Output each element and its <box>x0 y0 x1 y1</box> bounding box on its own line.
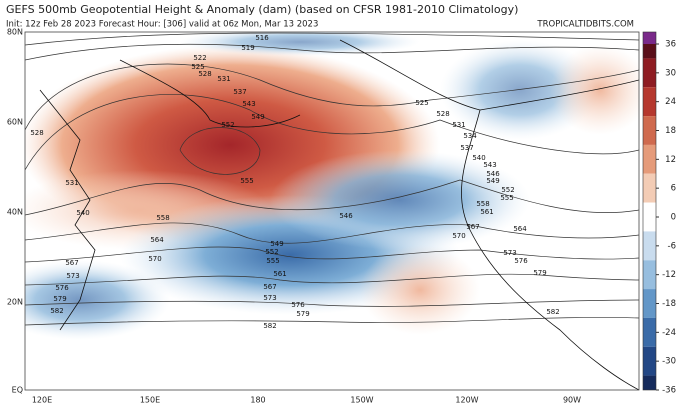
colorbar-label: 12 <box>665 155 676 165</box>
colorbar-swatch <box>643 260 656 290</box>
contour-label: 567 <box>65 259 78 267</box>
colorbar-swatch <box>643 346 656 376</box>
contour-label: 528 <box>198 70 211 78</box>
contour-label: 576 <box>55 284 69 292</box>
contour-label: 528 <box>30 129 43 137</box>
contour-label: 576 <box>514 257 528 265</box>
lon-label: 120E <box>32 396 52 405</box>
colorbar-label: -24 <box>662 328 676 338</box>
lat-label: 40N <box>7 208 23 217</box>
contour-label: 561 <box>273 270 286 278</box>
contour-label: 573 <box>263 294 276 302</box>
lon-label: 150W <box>350 396 373 405</box>
lat-label: 80N <box>7 28 23 37</box>
colorbar-label: 36 <box>665 40 676 50</box>
contour-label: 564 <box>150 236 164 244</box>
contour-label: 525 <box>191 63 204 71</box>
contour-label: 531 <box>452 121 465 129</box>
colorbar-swatch <box>643 289 656 318</box>
colorbar-label: 18 <box>665 126 676 136</box>
source: TROPICALTIDBITS.COM <box>536 20 634 30</box>
contour-label: 555 <box>266 257 279 265</box>
contour-label: 543 <box>242 100 255 108</box>
contour-label: 552 <box>221 121 234 129</box>
contour-label: 558 <box>476 200 489 208</box>
contour-label: 567 <box>263 283 276 291</box>
contour-label: 576 <box>291 301 305 309</box>
lon-label: 90W <box>563 396 581 405</box>
contour-label: 573 <box>503 249 516 257</box>
title: GEFS 500mb Geopotential Height & Anomaly… <box>6 3 518 16</box>
contour-label: 537 <box>460 144 473 152</box>
lat-label: 20N <box>7 298 23 307</box>
colorbar-label: -30 <box>662 357 676 367</box>
contour-label: 528 <box>436 110 449 118</box>
contour-label: 549 <box>270 240 283 248</box>
contour-label: 516 <box>255 34 269 42</box>
contour-label: 561 <box>480 208 493 216</box>
contour-label: 570 <box>148 255 161 263</box>
init-line: Init: 12z Feb 28 2023 Forecast Hour: [30… <box>6 20 318 30</box>
colorbar-swatch <box>643 202 656 232</box>
colorbar-top <box>643 32 656 44</box>
contour-label: 540 <box>76 209 89 217</box>
colorbar-swatch <box>643 116 656 145</box>
contour-label: 546 <box>339 212 353 220</box>
lon-label: 150E <box>140 396 160 405</box>
contour-label: 549 <box>251 113 264 121</box>
contour-label: 579 <box>53 295 66 303</box>
contour-label: 552 <box>501 186 514 194</box>
colorbar-swatch <box>643 173 656 203</box>
contour-label: 531 <box>217 75 230 83</box>
contour-label: 537 <box>233 88 246 96</box>
colorbar-frame <box>642 31 657 391</box>
contour-label: 582 <box>263 322 276 330</box>
contour-label: 555 <box>240 177 253 185</box>
colorbar-swatch <box>643 231 656 261</box>
contour-label: 525 <box>415 99 428 107</box>
map-frame <box>24 31 640 391</box>
lon-label: 120W <box>455 396 478 405</box>
contour-label: 558 <box>156 214 169 222</box>
contour-label: 531 <box>65 179 78 187</box>
contour-label: 549 <box>486 177 499 185</box>
lat-label: 60N <box>7 118 23 127</box>
contour-label: 564 <box>513 225 527 233</box>
contour-label: 555 <box>500 194 513 202</box>
colorbar-label: -36 <box>662 386 676 396</box>
map <box>25 32 639 390</box>
coastlines <box>39 39 639 390</box>
colorbar-label: 24 <box>665 97 676 107</box>
contour-label: 540 <box>472 154 485 162</box>
contour-label: 519 <box>241 44 254 52</box>
colorbar-label: -12 <box>662 270 676 280</box>
contours <box>25 32 639 326</box>
colorbar-swatch <box>643 44 656 59</box>
contour-label: 570 <box>452 232 465 240</box>
lon-label: 180 <box>250 396 265 405</box>
colorbar-label: -6 <box>668 241 676 251</box>
contour-label: 582 <box>50 307 63 315</box>
contour-label: 522 <box>193 54 206 62</box>
colorbar-swatch <box>643 58 656 88</box>
colorbar-label: 6 <box>671 184 676 194</box>
contour-label: 579 <box>533 269 546 277</box>
colorbar-label: -18 <box>662 299 676 309</box>
contour-label: 534 <box>463 132 477 140</box>
colorbar-swatch <box>643 375 656 390</box>
colorbar-swatch <box>643 87 656 117</box>
contour-label: 582 <box>546 308 559 316</box>
lat-label: EQ <box>12 386 23 395</box>
colorbar-swatch <box>643 144 656 174</box>
contour-label: 573 <box>66 272 79 280</box>
contour-label: 567 <box>466 223 479 231</box>
colorbar-swatch <box>643 317 656 347</box>
contour-label: 543 <box>483 161 496 169</box>
contour-label: 579 <box>296 310 309 318</box>
contour-label: 552 <box>265 248 278 256</box>
contour-label: 546 <box>486 170 500 178</box>
colorbar-label: 0 <box>671 213 676 223</box>
colorbar-label: 30 <box>665 68 676 78</box>
